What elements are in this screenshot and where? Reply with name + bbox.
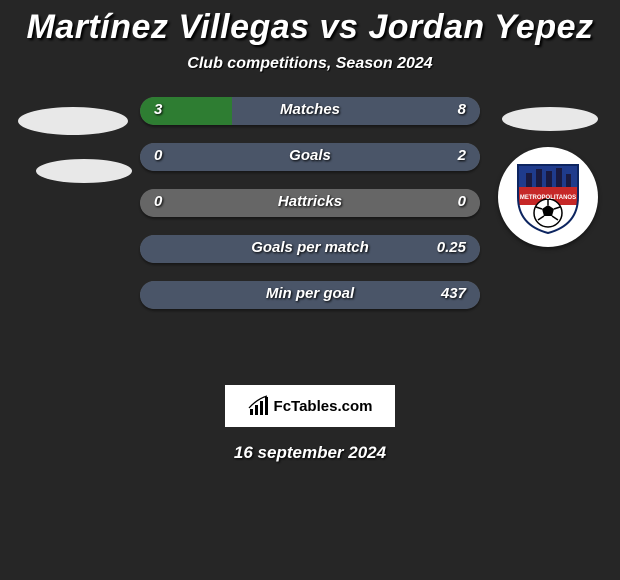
stat-bar: Goals per match0.25 [140, 235, 480, 263]
stat-value-right: 0 [458, 193, 466, 210]
page-title: Martínez Villegas vs Jordan Yepez [0, 8, 620, 47]
club-badge-icon: METROPOLITANOS [498, 147, 598, 247]
stat-label: Matches [140, 101, 480, 118]
shield-icon: METROPOLITANOS [508, 157, 588, 237]
stat-value-right: 2 [458, 147, 466, 164]
avatar-placeholder-icon [18, 107, 128, 135]
brand-label: FcTables.com [274, 398, 373, 415]
brand-box: FcTables.com [225, 385, 395, 427]
club-badge: METROPOLITANOS [498, 147, 598, 247]
player1-name: Martínez Villegas [26, 8, 309, 46]
stat-label: Goals per match [140, 239, 480, 256]
stat-bar: 3Matches8 [140, 97, 480, 125]
stat-bar: 0Hattricks0 [140, 189, 480, 217]
stat-value-right: 0.25 [437, 239, 466, 256]
stat-bar: Min per goal437 [140, 281, 480, 309]
date-label: 16 september 2024 [0, 443, 620, 463]
svg-text:METROPOLITANOS: METROPOLITANOS [520, 195, 576, 201]
stat-label: Min per goal [140, 285, 480, 302]
player2-name: Jordan Yepez [368, 8, 593, 46]
brand-logo: FcTables.com [248, 395, 373, 417]
stat-value-right: 8 [458, 101, 466, 118]
vs-label: vs [320, 8, 359, 46]
avatar-placeholder-icon [502, 107, 598, 131]
avatar-placeholder-icon [36, 159, 132, 183]
stat-bar: 0Goals2 [140, 143, 480, 171]
stat-label: Goals [140, 147, 480, 164]
left-avatar-column [18, 97, 128, 377]
infographic-root: Martínez Villegas vs Jordan Yepez Club c… [0, 0, 620, 463]
stat-value-right: 437 [441, 285, 466, 302]
stat-label: Hattricks [140, 193, 480, 210]
subtitle: Club competitions, Season 2024 [0, 55, 620, 73]
right-avatar-column: METROPOLITANOS [492, 97, 602, 377]
stats-column: 3Matches80Goals20Hattricks0Goals per mat… [140, 97, 480, 327]
main-row: 3Matches80Goals20Hattricks0Goals per mat… [0, 97, 620, 377]
bar-chart-icon [248, 395, 270, 417]
